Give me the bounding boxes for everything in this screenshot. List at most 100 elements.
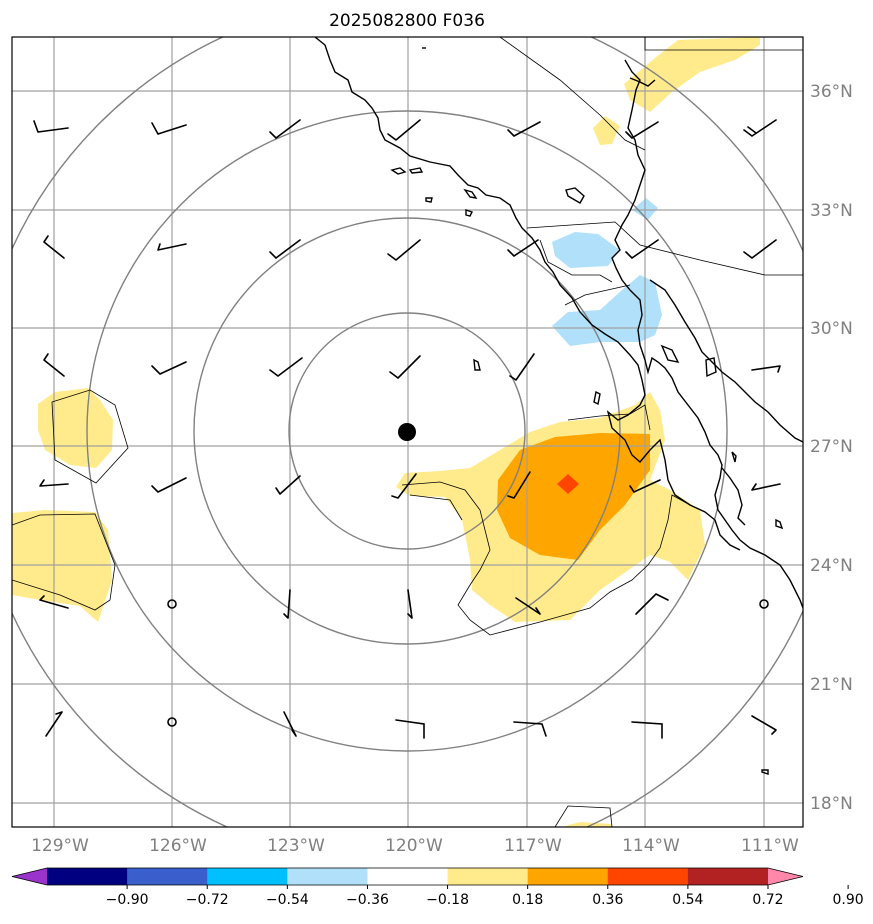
wind-barb [43,353,65,377]
colorbar-tick-label: −0.90 [106,892,149,908]
graticule [12,37,803,827]
distance-rings [12,37,803,827]
wind-barb [151,477,187,493]
colorbar-tick-label: −0.36 [346,892,389,908]
positive-anomaly-region [624,37,760,112]
positive-anomaly-region [12,510,112,622]
wind-barb [395,719,425,739]
calm-wind-circle [759,599,769,609]
wind-barb [387,119,421,141]
wind-barb [751,365,781,373]
colorbar-segment [607,868,689,885]
colorbar-segment [127,868,208,885]
wind-barb [275,475,301,495]
colorbar: −0.90 −0.72 −0.54 −0.36 −0.18 0.18 0.36 0.54 0.7… [11,867,864,908]
distance-ring [12,37,803,827]
map-frame [11,36,804,828]
wind-barb [39,595,69,609]
colorbar-segment [447,868,529,885]
colorbar-tick-label: 0.90 [833,892,864,908]
lon-label: 111°W [741,836,799,856]
colorbar-tick-label: 0.54 [672,892,703,908]
wind-barb [507,471,531,499]
wind-barb [631,721,663,739]
map-area [12,37,803,827]
wind-barb [509,353,535,381]
wind-barb [625,121,659,139]
lat-label: 21°N [810,675,853,695]
wind-barb [629,479,661,493]
wind-barb [407,589,413,619]
lat-label: 18°N [810,794,853,814]
colorbar-segment [287,868,368,885]
lon-label: 129°W [31,836,89,856]
latitude-labels: 36°N 33°N 30°N 27°N 24°N 21°N 18°N [810,82,853,814]
colorbar-tick-label: 0.18 [512,892,543,908]
moderate-anomaly-region [497,433,650,560]
boundaries [12,37,803,827]
lat-label: 33°N [810,201,853,221]
storm-center-marker [398,423,416,441]
wind-barb [743,119,777,137]
wind-barb [43,235,65,259]
wind-barbs [33,119,781,739]
colorbar-tick-label: −0.18 [426,892,469,908]
wind-barb [157,243,187,251]
wind-barb [33,120,69,133]
wind-barb [743,239,777,259]
wind-barb [269,119,301,139]
wind-barb [45,711,63,737]
lon-label: 117°W [504,836,562,856]
wind-barb [625,239,659,259]
colorbar-extend-low [12,868,47,885]
colorbar-segment [687,868,769,885]
positive-anomaly-region [38,388,113,468]
distance-ring [193,217,621,645]
lat-label: 27°N [810,437,853,457]
wind-barb [391,473,417,499]
wind-barb [751,715,777,735]
shaded-field [12,37,760,827]
lon-label: 126°W [149,836,207,856]
colorbar-tick-label: 0.72 [752,892,783,908]
colorbar-segment [367,868,449,885]
wind-barb [269,357,303,377]
wind-barb [151,122,187,135]
map-title: 2025082800 F036 [329,11,485,31]
wind-barb [751,483,781,491]
colorbar-tick-label: −0.72 [186,892,229,908]
lat-label: 36°N [810,82,853,102]
lon-label: 114°W [622,836,680,856]
colorbar-outline [11,867,804,886]
lon-label: 123°W [267,836,325,856]
lat-label: 24°N [810,556,853,576]
distance-ring [288,312,526,550]
wind-barb [269,239,301,259]
wind-barb [39,479,69,487]
positive-anomaly-region [593,116,620,145]
coastline [314,37,803,775]
wind-barb [151,361,187,375]
wind-barb [389,355,421,379]
colorbar-segment [527,868,609,885]
distance-ring [86,110,728,752]
wind-barb [635,593,669,615]
lon-label: 120°W [385,836,443,856]
colorbar-segment [47,868,128,885]
wind-barb [283,589,291,619]
wind-barb [387,239,421,261]
wind-barb [507,121,541,137]
lat-label: 30°N [810,319,853,339]
calm-wind-circle [167,717,177,727]
colorbar-extend-high [768,868,803,885]
wind-barb [513,721,547,737]
positive-anomaly-region [565,822,612,827]
strong-anomaly-center [557,474,579,494]
colorbar-segment [207,868,288,885]
negative-anomaly-region [552,232,620,268]
wind-barb [515,597,541,615]
colorbar-tick-label: −0.54 [266,892,309,908]
wind-barb [283,711,297,737]
wind-barb [507,239,539,257]
